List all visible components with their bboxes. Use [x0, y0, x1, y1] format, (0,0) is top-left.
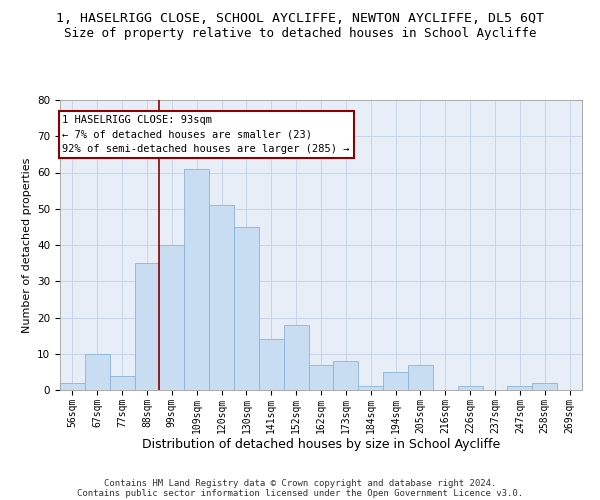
- Text: Contains public sector information licensed under the Open Government Licence v3: Contains public sector information licen…: [77, 488, 523, 498]
- Bar: [458, 386, 482, 390]
- Bar: [60, 383, 85, 390]
- Text: 1, HASELRIGG CLOSE, SCHOOL AYCLIFFE, NEWTON AYCLIFFE, DL5 6QT: 1, HASELRIGG CLOSE, SCHOOL AYCLIFFE, NEW…: [56, 12, 544, 26]
- Bar: [110, 376, 134, 390]
- Y-axis label: Number of detached properties: Number of detached properties: [22, 158, 32, 332]
- Text: 1 HASELRIGG CLOSE: 93sqm
← 7% of detached houses are smaller (23)
92% of semi-de: 1 HASELRIGG CLOSE: 93sqm ← 7% of detache…: [62, 114, 350, 154]
- X-axis label: Distribution of detached houses by size in School Aycliffe: Distribution of detached houses by size …: [142, 438, 500, 452]
- Bar: [85, 354, 110, 390]
- Bar: [134, 263, 160, 390]
- Bar: [358, 386, 383, 390]
- Bar: [259, 339, 284, 390]
- Bar: [160, 245, 184, 390]
- Bar: [408, 364, 433, 390]
- Bar: [334, 361, 358, 390]
- Text: Contains HM Land Registry data © Crown copyright and database right 2024.: Contains HM Land Registry data © Crown c…: [104, 478, 496, 488]
- Bar: [383, 372, 408, 390]
- Bar: [184, 169, 209, 390]
- Bar: [508, 386, 532, 390]
- Bar: [209, 205, 234, 390]
- Bar: [532, 383, 557, 390]
- Bar: [284, 325, 308, 390]
- Bar: [308, 364, 334, 390]
- Text: Size of property relative to detached houses in School Aycliffe: Size of property relative to detached ho…: [64, 28, 536, 40]
- Bar: [234, 227, 259, 390]
